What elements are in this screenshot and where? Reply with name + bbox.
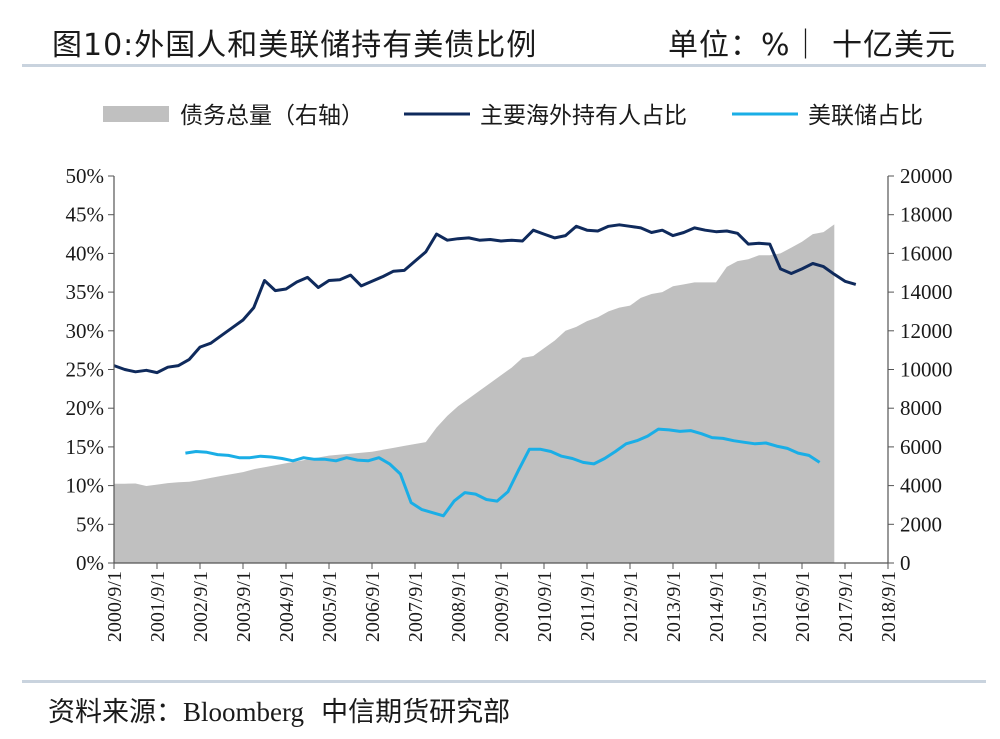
- left-tick-label: 50%: [66, 164, 105, 188]
- series-area-debt-total: [114, 224, 835, 563]
- right-tick-label: 10000: [900, 358, 953, 382]
- legend-label-foreign-holders: 主要海外持有人占比: [480, 103, 687, 129]
- x-tick-label: 2007/9/1: [405, 571, 427, 642]
- x-tick-label: 2017/9/1: [835, 571, 857, 642]
- right-tick-label: 18000: [900, 203, 953, 227]
- x-tick-label: 2013/9/1: [663, 571, 685, 642]
- left-tick-label: 20%: [66, 396, 105, 420]
- x-tick-label: 2010/9/1: [534, 571, 556, 642]
- chart-title: 图10:外国人和美联储持有美债比例: [52, 28, 538, 63]
- x-tick-label: 2012/9/1: [620, 571, 642, 642]
- x-tick-label: 2004/9/1: [276, 571, 298, 642]
- left-tick-label: 15%: [66, 435, 105, 459]
- bottom-divider: [22, 680, 986, 683]
- x-tick-label: 2008/9/1: [448, 571, 470, 642]
- x-tick-label: 2003/9/1: [233, 571, 255, 642]
- legend: 债务总量（右轴） 主要海外持有人占比 美联储占比: [103, 103, 923, 129]
- x-tick-label: 2016/9/1: [792, 571, 814, 642]
- right-tick-label: 16000: [900, 241, 953, 265]
- source-label: 资料来源：: [48, 697, 183, 728]
- top-divider: [22, 64, 986, 67]
- x-tick-label: 2015/9/1: [749, 571, 771, 642]
- right-tick-label: 6000: [900, 435, 942, 459]
- source-institution: 中信期货研究部: [321, 697, 511, 728]
- left-tick-label: 25%: [66, 358, 105, 382]
- x-tick-label: 2006/9/1: [362, 571, 384, 642]
- right-tick-label: 2000: [900, 512, 942, 536]
- series-line-foreign-holders: [113, 223, 857, 375]
- left-tick-label: 30%: [66, 319, 105, 343]
- right-tick-label: 4000: [900, 474, 942, 498]
- legend-label-fed: 美联储占比: [808, 103, 923, 129]
- left-tick-label: 10%: [66, 474, 105, 498]
- right-tick-label: 8000: [900, 396, 942, 420]
- left-tick-label: 45%: [66, 203, 105, 227]
- right-tick-label: 12000: [900, 319, 953, 343]
- x-tick-label: 2001/9/1: [147, 571, 169, 642]
- left-tick-label: 0%: [76, 551, 104, 575]
- legend-label-debt-total: 债务总量（右轴）: [180, 103, 364, 129]
- unit-label: 单位：%｜ 十亿美元: [667, 28, 956, 63]
- legend-swatch-debt-total: [103, 106, 169, 122]
- axes: 0% 5% 10% 15% 20% 25% 30% 35% 40% 45% 50% 0 2000 4000…: [66, 164, 953, 642]
- x-tick-label: 2018/9/1: [878, 571, 900, 642]
- left-tick-label: 5%: [76, 512, 104, 536]
- x-tick-label: 2014/9/1: [706, 571, 728, 642]
- x-tick-label: 2009/9/1: [491, 571, 513, 642]
- plot-area: [113, 223, 857, 563]
- x-tick-label: 2000/9/1: [104, 571, 126, 642]
- series-line-fed: [185, 427, 821, 518]
- left-tick-label: 35%: [66, 280, 105, 304]
- right-tick-label: 0: [900, 551, 911, 575]
- x-tick-label: 2002/9/1: [190, 571, 212, 642]
- right-tick-label: 20000: [900, 164, 953, 188]
- chart: 债务总量（右轴） 主要海外持有人占比 美联储占比 0% 5% 10% 15% 20% 25% 3…: [66, 103, 953, 642]
- source-note: 资料来源：Bloomberg 中信期货研究部: [48, 690, 510, 729]
- x-tick-label: 2005/9/1: [319, 571, 341, 642]
- right-tick-label: 14000: [900, 280, 953, 304]
- x-tick-label: 2011/9/1: [577, 571, 599, 641]
- left-tick-label: 40%: [66, 241, 105, 265]
- source-provider: Bloomberg: [183, 697, 304, 727]
